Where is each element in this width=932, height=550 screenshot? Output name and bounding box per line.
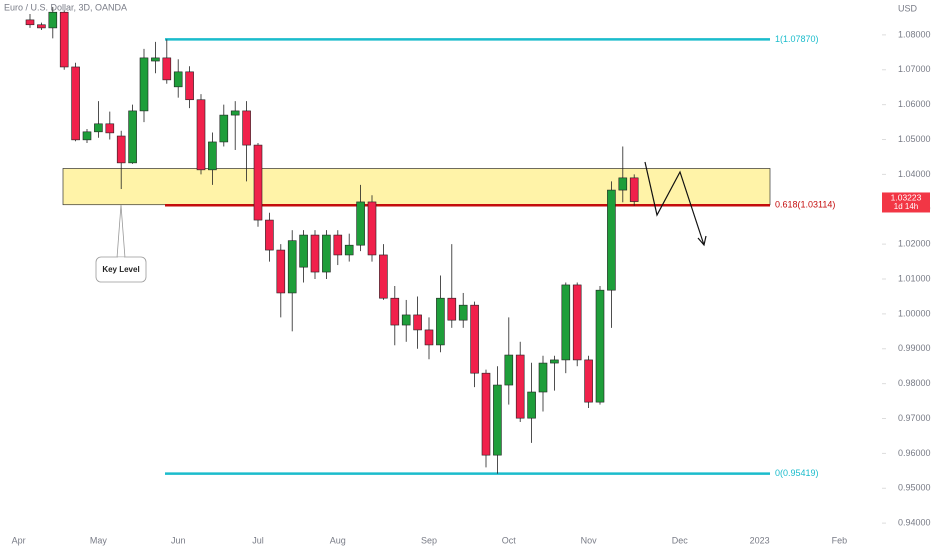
y-tick-label: 0.98000: [898, 378, 931, 388]
y-tick-label: 0.96000: [898, 448, 931, 458]
candle-body: [173, 71, 183, 88]
candle-body: [481, 372, 491, 456]
candle-body: [253, 144, 263, 221]
candle-body: [219, 114, 229, 143]
candle-body: [538, 362, 548, 393]
candle-body: [48, 11, 58, 29]
candle-body: [37, 24, 46, 29]
x-tick-label: Apr: [12, 535, 26, 545]
x-tick-label: Oct: [502, 535, 517, 545]
currency: USD: [898, 3, 918, 13]
x-tick-label: Nov: [581, 535, 598, 545]
candle-body: [94, 123, 103, 133]
candle-body: [265, 219, 274, 251]
candle-body: [230, 110, 240, 116]
candle-body: [25, 19, 35, 26]
candle-body: [299, 234, 308, 268]
candle-body: [572, 284, 582, 361]
candle-body: [333, 234, 343, 256]
fib-label: 0.618(1.03114): [775, 200, 835, 210]
price-tag-countdown: 1d 14h: [894, 202, 918, 211]
candle-body: [105, 123, 115, 134]
fib-label: 0(0.95419): [775, 468, 819, 478]
callout-box: [95, 256, 147, 283]
candle-body: [550, 359, 559, 364]
candle-body: [493, 384, 502, 456]
candle-body: [458, 304, 468, 321]
x-tick-label: Dec: [672, 535, 689, 545]
y-tick-label: 1.05000: [898, 134, 931, 144]
candle-body: [322, 234, 331, 273]
key-zone: [62, 168, 771, 206]
price-tag: [882, 192, 930, 213]
callout-pointer: [116, 204, 126, 259]
x-tick-label: Sep: [421, 535, 437, 545]
y-tick-label: 0.97000: [898, 413, 931, 423]
y-tick-label: 1.02000: [898, 239, 931, 249]
arrow-head: [697, 235, 707, 247]
candle-body: [287, 240, 297, 294]
y-tick-label: 1.00000: [898, 308, 931, 318]
candle-body: [196, 99, 206, 171]
y-tick-label: 1.01000: [898, 273, 931, 283]
candle-body: [367, 201, 377, 256]
candle-body: [185, 71, 194, 101]
candle-body: [116, 135, 126, 164]
candle-body: [128, 110, 137, 164]
candle-body: [208, 141, 217, 171]
fib-label: 1(1.07870): [775, 34, 819, 44]
candle-body: [356, 201, 365, 246]
candle-body: [344, 244, 354, 256]
candle-body: [527, 391, 536, 419]
y-tick-label: 0.94000: [898, 518, 931, 528]
candle-body: [390, 297, 400, 326]
x-tick-label: Jun: [171, 535, 186, 545]
x-tick-label: May: [90, 535, 108, 545]
x-tick-label: Feb: [832, 535, 848, 545]
y-tick-label: 1.06000: [898, 99, 931, 109]
x-tick-label: Aug: [330, 535, 346, 545]
y-tick-label: 0.99000: [898, 343, 931, 353]
candle-body: [82, 131, 92, 141]
candle-body: [504, 354, 514, 386]
y-tick-label: 1.04000: [898, 169, 931, 179]
candle-body: [447, 297, 457, 321]
y-tick-label: 1.08000: [898, 29, 931, 39]
candle-body: [436, 297, 445, 346]
x-tick-label: 2023: [750, 535, 770, 545]
candle-body: [310, 234, 320, 273]
candle-body: [401, 314, 411, 326]
chart-title: Euro / U.S. Dollar, 3D, OANDA: [4, 2, 127, 12]
callout-text: Key Level: [102, 265, 139, 274]
candle-body: [413, 314, 422, 331]
projection-arrow: [644, 161, 705, 246]
candle-body: [561, 284, 571, 361]
price-tag-value: 1.03223: [891, 193, 922, 203]
y-tick-label: 1.07000: [898, 64, 931, 74]
candle-body: [607, 189, 616, 291]
candle-body: [618, 177, 628, 191]
x-tick-label: Jul: [252, 535, 264, 545]
candle-body: [515, 354, 525, 419]
y-tick-label: 0.95000: [898, 483, 931, 493]
candle-body: [139, 57, 149, 112]
candle-body: [162, 57, 172, 81]
candle-body: [242, 110, 251, 146]
candle-body: [71, 66, 80, 141]
candle-body: [151, 57, 160, 62]
candle-body: [276, 249, 286, 294]
candle-body: [584, 359, 593, 403]
candle-body: [59, 11, 69, 68]
candle-body: [629, 177, 639, 202]
candle-body: [424, 329, 434, 346]
candle-body: [379, 254, 388, 299]
candle-body: [470, 304, 479, 374]
candle-body: [595, 289, 605, 403]
